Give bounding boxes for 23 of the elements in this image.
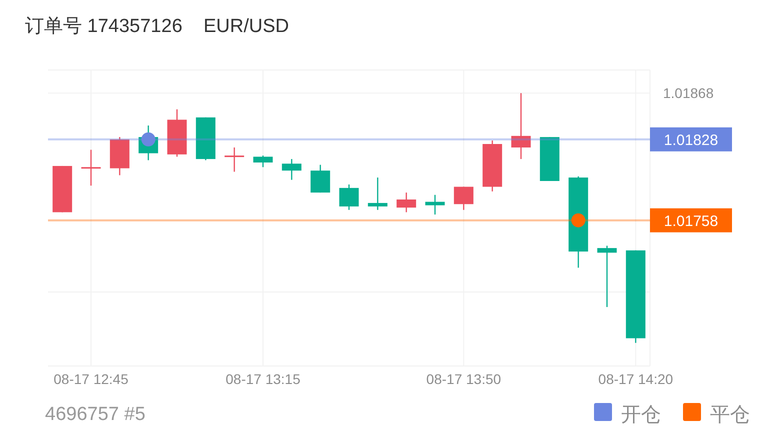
candlestick — [597, 245, 617, 308]
candlestick — [425, 194, 445, 216]
y-tick-label: 1.01828 — [664, 132, 718, 149]
candlestick — [310, 164, 330, 194]
x-tick-label: 08-17 13:50 — [426, 371, 502, 387]
y-tick-label: 1.01758 — [664, 212, 718, 230]
y-tick-label: 1.01868 — [663, 85, 714, 102]
x-tick-label: 08-17 13:15 — [226, 371, 301, 387]
x-tick-label: 08-17 14:20 — [598, 371, 674, 387]
legend-label: 平仓 — [710, 404, 750, 426]
x-tick-label: 08-17 12:45 — [54, 371, 129, 387]
candlestick — [368, 176, 388, 211]
candlestick — [224, 146, 244, 172]
candlestick — [396, 192, 416, 213]
candlestick — [454, 186, 474, 211]
chart-title: 订单号 174357126 EUR/USD — [25, 16, 290, 37]
candlestick — [511, 92, 531, 160]
candlestick — [81, 149, 101, 186]
candlestick — [253, 154, 273, 168]
legend-label: 开仓 — [621, 404, 661, 426]
text: 4696757 #5 — [45, 404, 146, 425]
candlestick — [282, 158, 302, 180]
candlestick — [339, 184, 359, 211]
